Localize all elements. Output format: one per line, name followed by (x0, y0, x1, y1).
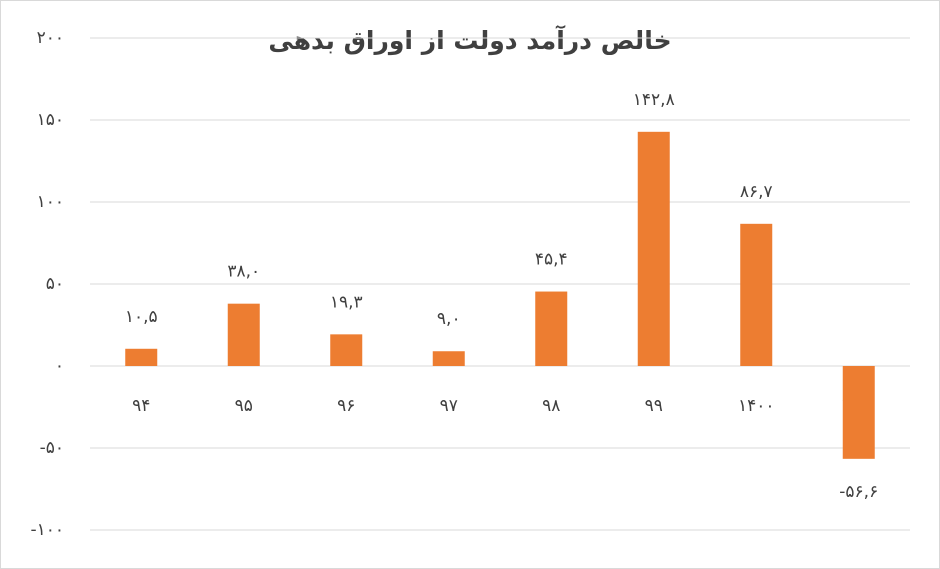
bar (330, 334, 363, 366)
x-tick-label: ۹۴ (132, 396, 150, 416)
data-label: ۳۸,۰ (227, 262, 260, 282)
x-tick-label: ۹۵ (235, 396, 253, 416)
bar (432, 351, 465, 366)
y-tick-label: ۱۰۰ (37, 192, 64, 212)
bar (842, 366, 875, 459)
y-tick-label: -۵۰ (40, 438, 64, 458)
y-tick-label: ۰ (55, 356, 64, 376)
y-tick-label: ۲۰۰ (37, 28, 64, 48)
y-tick-label: -۱۰۰ (30, 520, 64, 540)
chart-title: خالص درآمد دولت از اوراق بدهی (268, 25, 671, 56)
bar (125, 348, 158, 366)
data-label: ۸۶,۷ (740, 182, 773, 202)
data-label: ۱۹,۳ (330, 292, 363, 312)
x-tick-label: ۹۶ (337, 396, 355, 416)
data-label: ۱۰,۵ (125, 307, 158, 327)
bar (535, 291, 568, 366)
bar (637, 131, 670, 366)
bar (227, 303, 260, 366)
y-tick-label: ۵۰ (46, 274, 64, 294)
data-label: ۹,۰ (437, 309, 461, 329)
x-tick-label: ۹۸ (542, 396, 560, 416)
x-tick-label: ۹۷ (440, 396, 458, 416)
bar (740, 223, 773, 366)
y-tick-label: ۱۵۰ (37, 110, 64, 130)
x-tick-label: ۹۹ (645, 396, 663, 416)
x-tick-label: ۱۴۰۰ (738, 396, 775, 416)
data-label: -۵۶,۶ (839, 482, 878, 502)
data-label: ۱۴۲,۸ (633, 90, 675, 110)
data-label: ۴۵,۴ (535, 250, 568, 270)
